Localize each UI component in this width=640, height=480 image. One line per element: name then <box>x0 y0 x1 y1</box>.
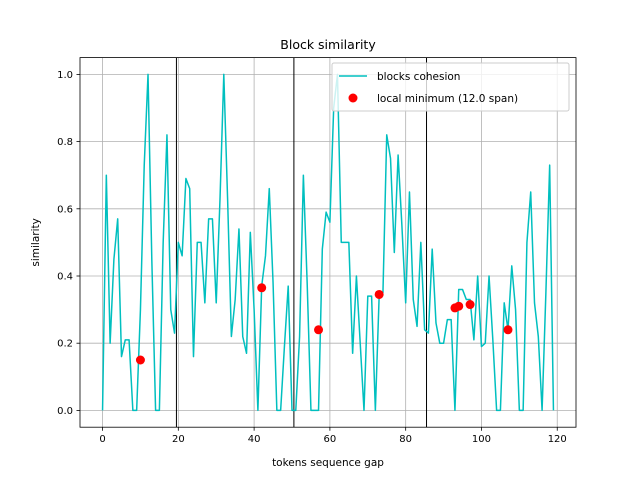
local-minimum-point <box>465 300 475 310</box>
chart-title: Block similarity <box>280 37 376 52</box>
boundary-lines <box>175 57 428 428</box>
x-tick-label: 20 <box>172 434 185 445</box>
legend-box <box>331 62 570 112</box>
y-tick-label: 0.2 <box>57 339 73 350</box>
y-tick-label: 0.4 <box>57 272 73 283</box>
x-tick-label: 100 <box>472 434 491 445</box>
legend: blocks cohesion local minimum (12.0 span… <box>331 62 570 112</box>
local-minimum-point <box>454 301 464 311</box>
x-axis-label: tokens sequence gap <box>272 457 384 469</box>
x-tick-label: 120 <box>548 434 567 445</box>
x-tick-label: 60 <box>324 434 337 445</box>
y-tick-label: 0.8 <box>57 137 73 148</box>
local-minimum-point <box>135 355 145 365</box>
legend-label-cohesion: blocks cohesion <box>377 71 460 83</box>
y-tick-label: 0.6 <box>57 204 73 215</box>
y-axis-label: similarity <box>30 218 42 266</box>
cohesion-line <box>101 73 555 412</box>
local-minimum-point <box>374 289 384 299</box>
y-tick-label: 1.0 <box>57 70 73 81</box>
x-tick-label: 0 <box>99 434 105 445</box>
local-minimum-point <box>503 325 513 335</box>
local-minimum-point <box>314 325 324 335</box>
legend-label-minimum: local minimum (12.0 span) <box>377 93 518 105</box>
y-tick-label: 0.0 <box>57 406 73 417</box>
legend-marker-swatch <box>348 93 358 103</box>
y-axis-ticks: 0.0 0.2 0.4 0.6 0.8 1.0 <box>57 70 80 417</box>
local-minimum-point <box>257 283 267 293</box>
x-axis-ticks: 0 20 40 60 80 100 120 <box>99 427 567 445</box>
x-tick-label: 80 <box>399 434 412 445</box>
plot-frame <box>79 57 577 428</box>
x-tick-label: 40 <box>248 434 261 445</box>
data-series <box>101 73 555 412</box>
